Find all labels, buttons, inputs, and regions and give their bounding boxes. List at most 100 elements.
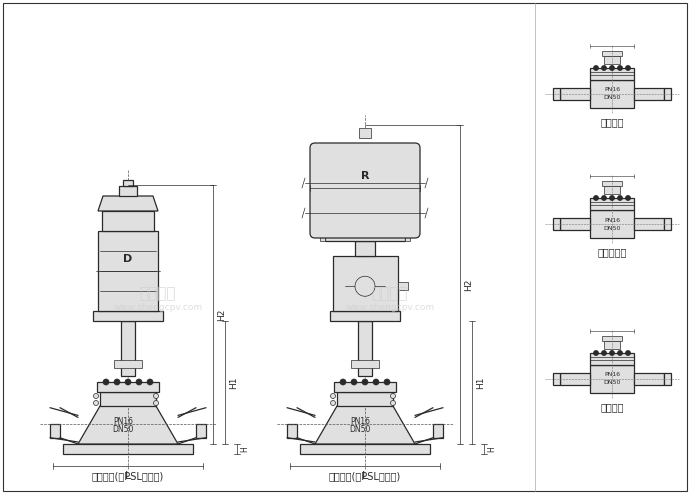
- Polygon shape: [78, 406, 178, 444]
- Circle shape: [373, 379, 379, 385]
- Text: PN16: PN16: [350, 416, 370, 425]
- Bar: [196, 424, 206, 438]
- Bar: [553, 373, 560, 385]
- Bar: [553, 218, 560, 230]
- Bar: [355, 241, 375, 256]
- Circle shape: [331, 394, 335, 399]
- Bar: [590, 365, 634, 393]
- Circle shape: [94, 401, 99, 406]
- Circle shape: [626, 351, 630, 355]
- Bar: [97, 382, 159, 392]
- Text: PN16: PN16: [113, 416, 133, 425]
- Polygon shape: [634, 88, 664, 100]
- Polygon shape: [560, 88, 590, 100]
- Circle shape: [340, 379, 346, 385]
- Bar: [664, 218, 671, 230]
- Text: PN16: PN16: [604, 217, 620, 222]
- Bar: [590, 198, 634, 210]
- Circle shape: [362, 379, 368, 385]
- Circle shape: [618, 196, 622, 200]
- Bar: [405, 223, 410, 241]
- Polygon shape: [634, 373, 664, 385]
- Text: 晟昌阀门: 晟昌阀门: [140, 287, 176, 301]
- Text: D: D: [124, 254, 132, 264]
- Bar: [602, 50, 622, 56]
- Bar: [397, 282, 408, 290]
- Polygon shape: [634, 218, 664, 230]
- Bar: [63, 444, 193, 454]
- Bar: [664, 88, 671, 100]
- Circle shape: [594, 196, 598, 200]
- Text: PN16: PN16: [604, 87, 620, 92]
- Bar: [114, 360, 142, 368]
- Bar: [93, 311, 163, 321]
- Text: H2: H2: [464, 278, 473, 290]
- Circle shape: [610, 66, 614, 70]
- Circle shape: [94, 394, 99, 399]
- Text: L: L: [362, 471, 368, 481]
- Text: 螺纹连接: 螺纹连接: [600, 402, 624, 412]
- Polygon shape: [560, 218, 590, 230]
- Bar: [334, 382, 396, 392]
- Bar: [330, 311, 400, 321]
- Bar: [300, 444, 430, 454]
- Text: www.shengcpv.com: www.shengcpv.com: [113, 303, 203, 313]
- Bar: [121, 321, 135, 376]
- Bar: [590, 210, 634, 238]
- Bar: [100, 392, 156, 406]
- Polygon shape: [315, 406, 415, 444]
- Bar: [590, 68, 634, 80]
- Text: R: R: [361, 171, 369, 181]
- Bar: [98, 231, 158, 311]
- Bar: [351, 360, 379, 368]
- Text: www.shengcpv.com: www.shengcpv.com: [346, 303, 435, 313]
- Text: H: H: [487, 446, 496, 452]
- Text: PN16: PN16: [604, 372, 620, 377]
- Bar: [590, 353, 634, 365]
- Circle shape: [125, 379, 131, 385]
- Circle shape: [153, 401, 159, 406]
- Bar: [602, 181, 622, 186]
- Text: H2: H2: [217, 308, 226, 321]
- Circle shape: [594, 351, 598, 355]
- Circle shape: [147, 379, 153, 385]
- Text: DN50: DN50: [112, 424, 134, 434]
- Bar: [337, 392, 393, 406]
- Bar: [325, 233, 405, 241]
- Bar: [358, 321, 372, 376]
- Text: DN50: DN50: [603, 380, 621, 385]
- Circle shape: [602, 66, 607, 70]
- Bar: [333, 256, 397, 311]
- Circle shape: [384, 379, 390, 385]
- Circle shape: [391, 401, 395, 406]
- Circle shape: [103, 379, 109, 385]
- Circle shape: [618, 351, 622, 355]
- Bar: [553, 88, 560, 100]
- Text: L: L: [125, 471, 131, 481]
- Circle shape: [626, 196, 630, 200]
- Text: 对焊连接: 对焊连接: [600, 117, 624, 127]
- Bar: [287, 424, 297, 438]
- Text: 波纹管型(配PSL执行器): 波纹管型(配PSL执行器): [329, 471, 401, 481]
- Circle shape: [602, 196, 607, 200]
- Bar: [604, 186, 620, 194]
- Text: DN50: DN50: [349, 424, 371, 434]
- Circle shape: [391, 394, 395, 399]
- Text: 波纹管型(配PSL执行器): 波纹管型(配PSL执行器): [92, 471, 164, 481]
- Bar: [604, 56, 620, 64]
- Circle shape: [594, 66, 598, 70]
- FancyBboxPatch shape: [310, 143, 420, 238]
- Circle shape: [331, 401, 335, 406]
- Polygon shape: [98, 196, 158, 211]
- Bar: [433, 424, 443, 438]
- Bar: [604, 340, 620, 349]
- Circle shape: [355, 276, 375, 296]
- Text: 承插焊连接: 承插焊连接: [598, 247, 627, 257]
- Text: 晟昌阀门: 晟昌阀门: [372, 287, 408, 301]
- Text: H1: H1: [229, 376, 238, 389]
- Bar: [123, 180, 133, 186]
- Circle shape: [153, 394, 159, 399]
- Circle shape: [602, 351, 607, 355]
- Circle shape: [610, 196, 614, 200]
- Text: H: H: [240, 446, 249, 452]
